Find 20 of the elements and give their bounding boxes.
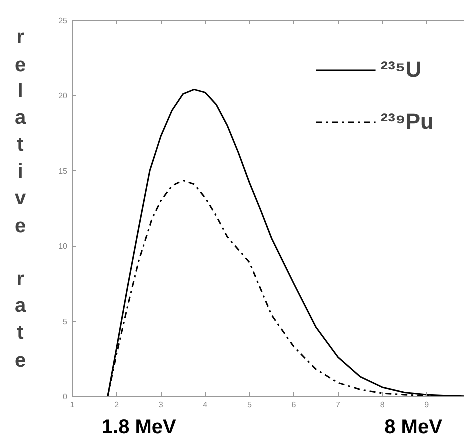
y-tick-label: 0 [63, 392, 68, 402]
text: relative rate [14, 26, 26, 372]
y-tick-label: 25 [58, 16, 68, 26]
x-tick-label: 3 [158, 400, 164, 410]
y-tick-label: 10 [58, 242, 68, 252]
x-tick-label: 9 [424, 400, 430, 410]
x-tick-label: 4 [203, 400, 208, 410]
legend-label: ²³⁵U [380, 56, 422, 84]
legend-label: ²³⁹Pu [380, 108, 434, 136]
y-tick-label: 5 [63, 317, 68, 326]
y-tick-label: 15 [58, 166, 68, 176]
text: 8 MeV [384, 416, 444, 438]
x-tick-label: 8 [380, 400, 386, 410]
x-tick-label: 2 [114, 400, 120, 410]
x-tick-label: 1 [70, 400, 76, 410]
y-tick-label: 20 [58, 92, 68, 101]
x-tick-label: 7 [336, 400, 342, 410]
x-tick-label: 5 [247, 400, 252, 410]
x-tick-label: 6 [292, 400, 297, 410]
text: 1.8 MeV [102, 416, 178, 438]
